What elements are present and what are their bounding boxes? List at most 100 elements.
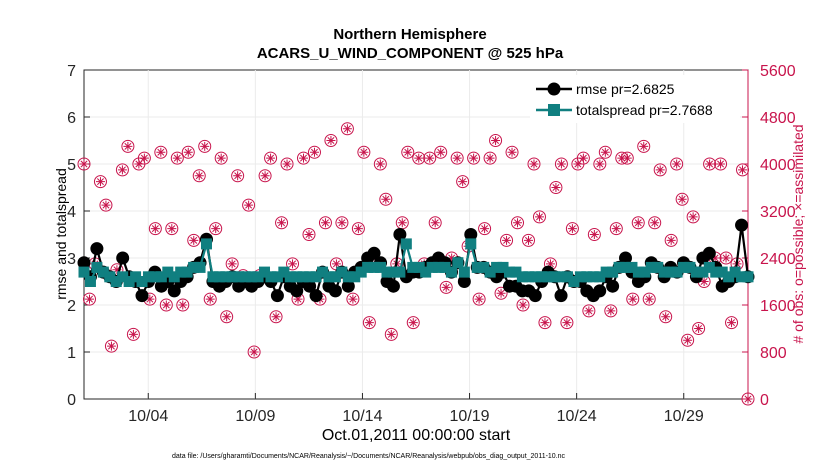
- obs-possible-point: [587, 228, 601, 241]
- obs-assimilated-stroke: [524, 236, 532, 244]
- totalspread-point: [594, 271, 606, 283]
- obs-assimilated-point: [205, 294, 215, 304]
- totalspread-point: [168, 271, 180, 283]
- obs-assimilated-point: [513, 218, 523, 228]
- obs-assimilated-stroke: [278, 219, 286, 227]
- obs-possible-point: [93, 175, 107, 189]
- obs-assimilated-stroke: [179, 301, 187, 309]
- obs-possible-point: [209, 222, 223, 236]
- rmse-point: [116, 251, 130, 265]
- obs-assimilated-point: [485, 153, 495, 163]
- totalspread-point: [587, 271, 599, 283]
- rmse-point: [619, 251, 633, 265]
- obs-possible-point: [77, 157, 91, 171]
- obs-assimilated-point: [403, 147, 413, 157]
- y-tick-label-left: 2: [67, 298, 76, 315]
- legend-spread-label: totalspread pr=2.7688: [576, 102, 713, 118]
- obs-assimilated-stroke: [667, 236, 675, 244]
- totalspread-point: [355, 266, 367, 278]
- obs-assimilated-stroke: [365, 319, 373, 327]
- obs-assimilated-point: [540, 318, 550, 328]
- obs-assimilated-point: [282, 159, 292, 169]
- totalspread-point: [91, 261, 103, 273]
- obs-possible-point: [620, 151, 634, 165]
- obs-assimilated-point: [277, 218, 287, 228]
- totalspread-point: [716, 266, 728, 278]
- obs-assimilated-stroke: [596, 160, 604, 168]
- obs-possible-point: [703, 157, 717, 171]
- obs-assimilated-stroke: [640, 142, 648, 150]
- y-tick-label-left: 4: [67, 204, 76, 221]
- totalspread-point: [329, 271, 341, 283]
- obs-possible-point: [483, 151, 497, 165]
- totalspread-point: [310, 271, 322, 283]
- obs-assimilated-stroke: [228, 260, 236, 268]
- x-tick-label: 10/19: [450, 408, 490, 425]
- totalspread-point: [271, 271, 283, 283]
- totalspread-point: [188, 261, 200, 273]
- obs-assimilated-point: [469, 153, 479, 163]
- totalspread-point: [516, 271, 528, 283]
- rmse-point: [393, 228, 407, 241]
- obs-assimilated-stroke: [382, 195, 390, 203]
- axis-ticks: 0 1 2 3 4 5 6 7 0 800 1600 2400 3200 4000 4800 5600 10/0…: [67, 63, 796, 425]
- obs-assimilated-stroke: [267, 154, 275, 162]
- totalspread-point: [632, 266, 644, 278]
- obs-assimilated-stroke: [96, 178, 104, 186]
- obs-possible-point: [604, 304, 618, 318]
- totalspread-point: [200, 238, 212, 250]
- obs-possible-point: [384, 327, 398, 341]
- obs-possible-point: [297, 151, 311, 165]
- obs-assimilated-stroke: [574, 160, 582, 168]
- rmse-point: [386, 279, 400, 293]
- obs-assimilated-point: [589, 230, 599, 239]
- totalspread-point: [478, 261, 490, 273]
- obs-assimilated-stroke: [568, 225, 576, 233]
- obs-possible-point: [467, 151, 481, 165]
- obs-assimilated-stroke: [360, 148, 368, 156]
- obs-possible-point: [505, 145, 519, 159]
- obs-possible-point: [126, 327, 140, 341]
- totalspread-point: [407, 261, 419, 273]
- obs-assimilated-point: [79, 159, 89, 169]
- obs-assimilated-stroke: [503, 236, 511, 244]
- obs-assimilated-stroke: [645, 295, 653, 303]
- totalspread-point: [510, 266, 522, 278]
- obs-assimilated-point: [611, 224, 621, 234]
- obs-assimilated-point: [716, 159, 726, 169]
- legend-box: [530, 75, 740, 123]
- obs-assimilated-stroke: [590, 230, 598, 239]
- obs-assimilated-point: [337, 218, 347, 228]
- obs-assimilated-point: [496, 288, 506, 298]
- totalspread-point: [368, 261, 380, 273]
- obs-assimilated-stroke: [118, 166, 126, 174]
- obs-assimilated-stroke: [470, 154, 478, 162]
- totalspread-point: [503, 266, 515, 278]
- obs-assimilated-stroke: [212, 225, 220, 233]
- totalspread-point: [317, 266, 329, 278]
- obs-assimilated-stroke: [206, 295, 214, 303]
- obs-assimilated-point: [408, 318, 418, 328]
- totalspread-point: [574, 271, 586, 283]
- obs-assimilated-stroke: [140, 154, 148, 162]
- obs-possible-point: [719, 251, 733, 265]
- totalspread-point: [323, 271, 335, 283]
- totalspread-point: [213, 271, 225, 283]
- y-tick-label-left: 3: [67, 251, 76, 268]
- totalspread-point: [349, 271, 361, 283]
- obs-assimilated-point: [650, 218, 660, 228]
- obs-assimilated-stroke: [459, 178, 467, 186]
- obs-assimilated-stroke: [514, 219, 522, 227]
- obs-assimilated-point: [727, 318, 737, 328]
- obs-possible-point: [626, 292, 640, 306]
- totalspread-point: [736, 271, 748, 283]
- obs-assimilated-point: [705, 159, 715, 169]
- obs-assimilated-point: [249, 347, 259, 357]
- obs-assimilated-stroke: [535, 213, 543, 221]
- y-tick-label-right: 3200: [760, 204, 796, 221]
- obs-possible-point: [692, 322, 706, 335]
- rmse-point: [735, 218, 749, 232]
- obs-assimilated-stroke: [124, 142, 132, 150]
- obs-possible-point: [549, 181, 563, 194]
- totalspread-point: [162, 266, 174, 278]
